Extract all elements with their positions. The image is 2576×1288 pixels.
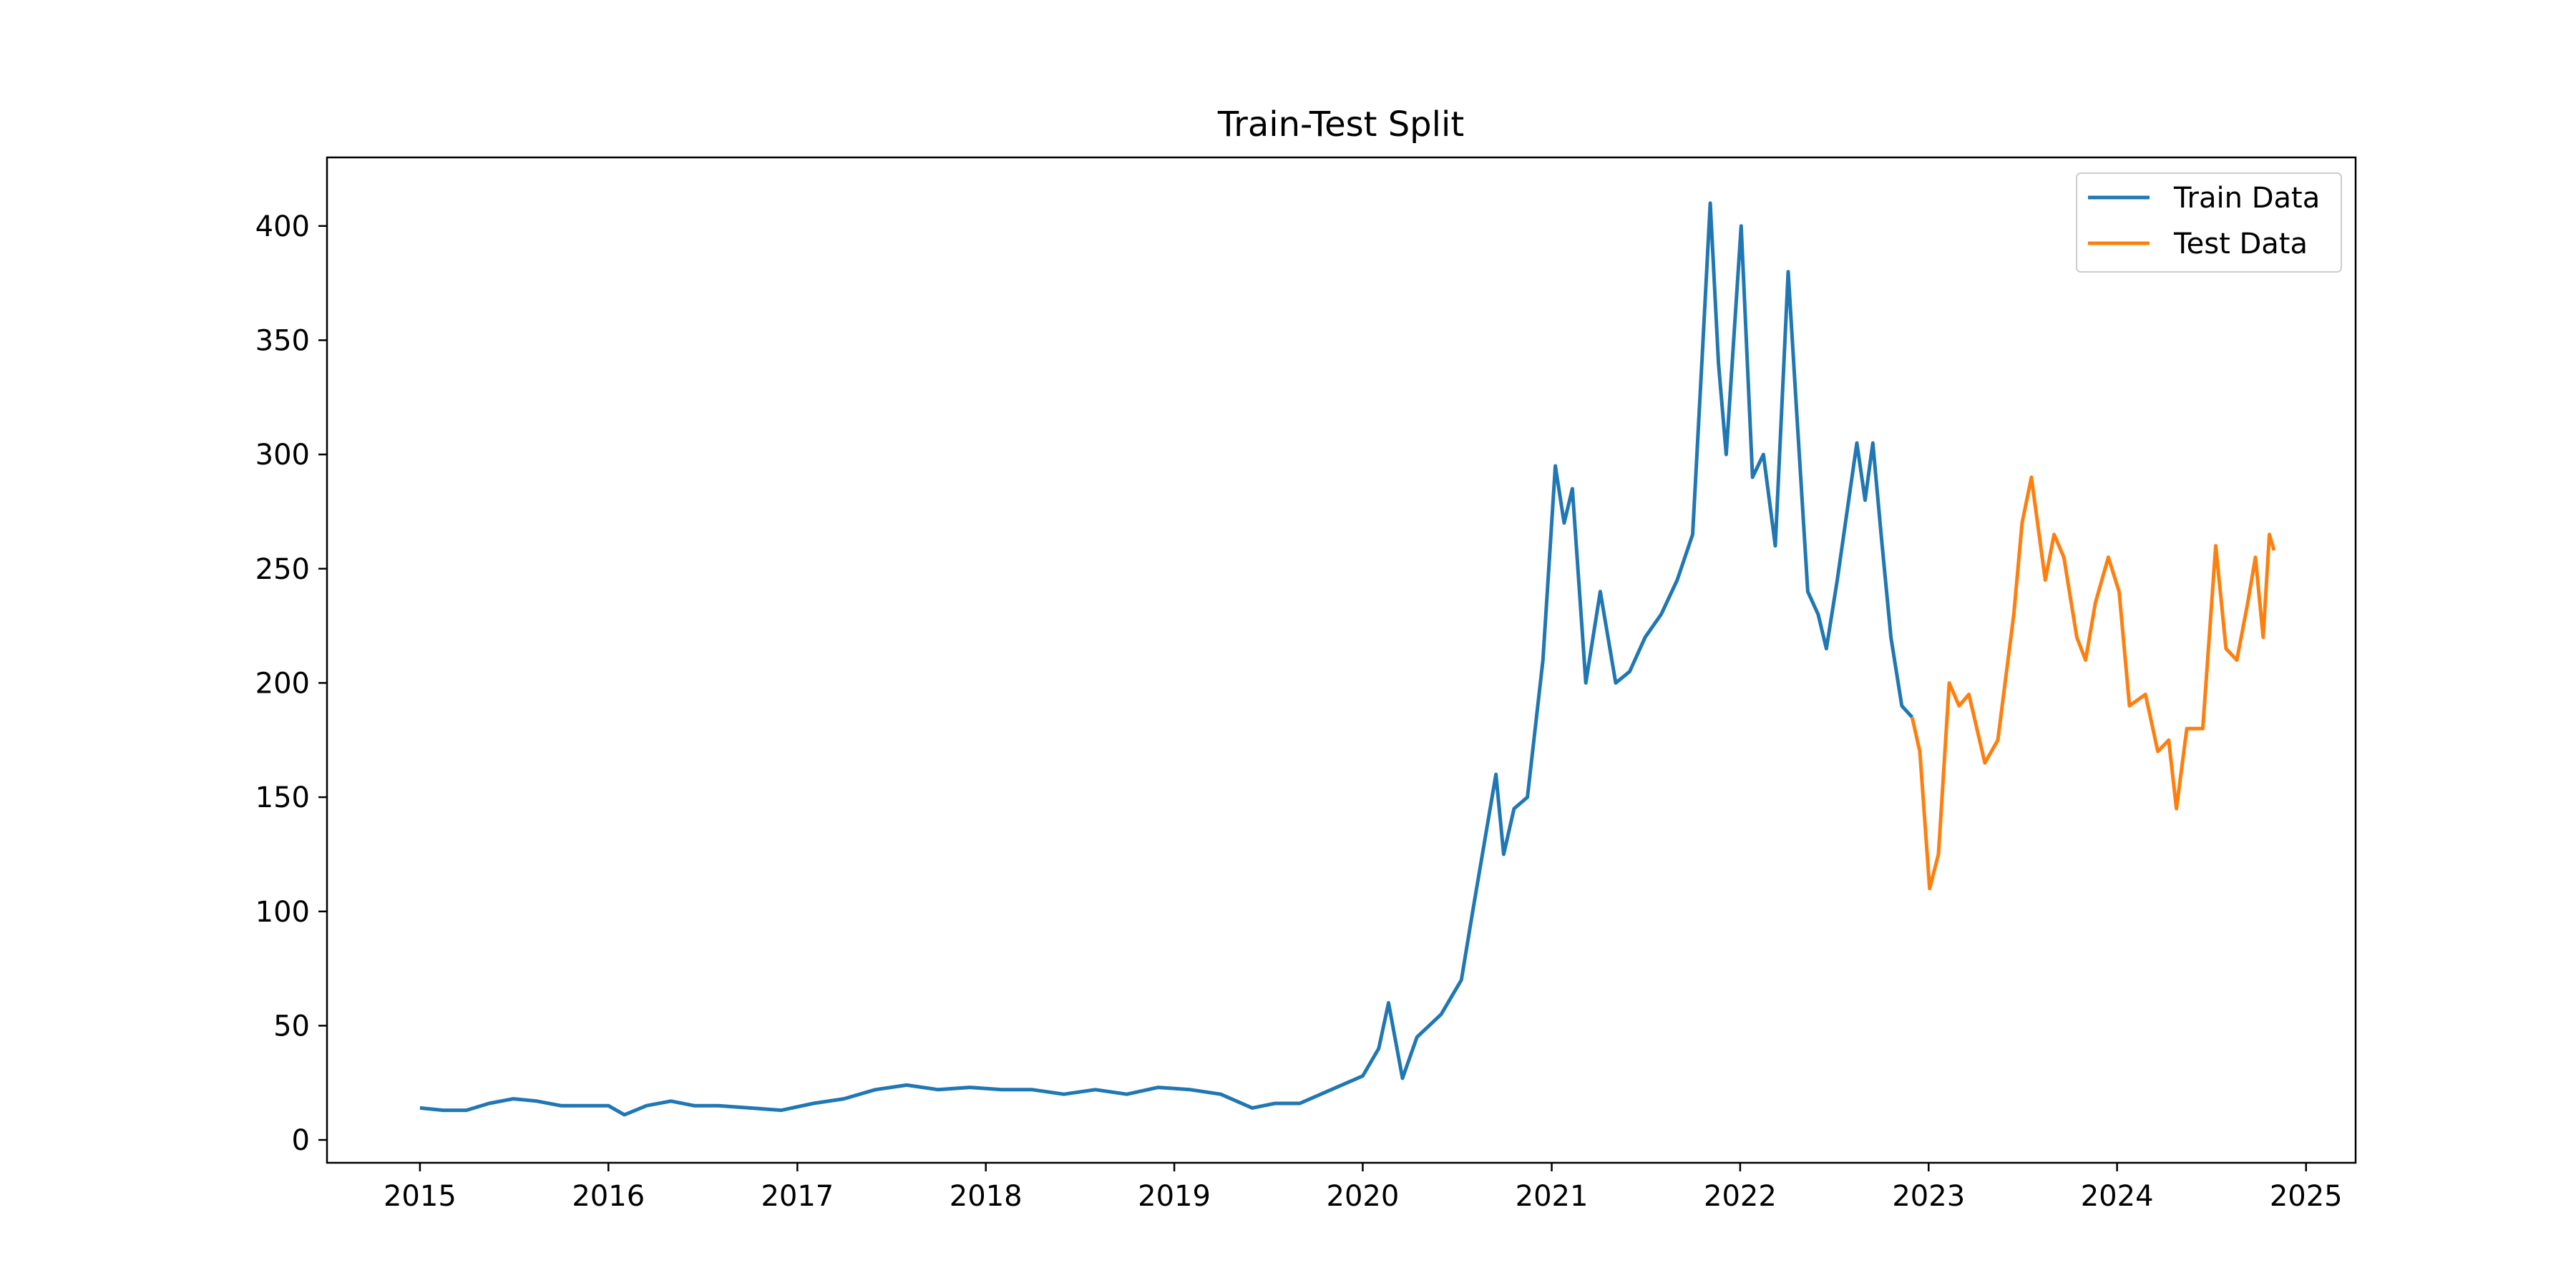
y-tick-label: 200 xyxy=(255,667,310,700)
x-tick-label: 2023 xyxy=(1892,1180,1965,1213)
series-line-train-data xyxy=(419,201,1914,1117)
x-tick-label: 2020 xyxy=(1327,1180,1400,1213)
chart-title: Train-Test Split xyxy=(1217,104,1464,145)
y-tick-label: 400 xyxy=(255,210,310,243)
y-tick-label: 50 xyxy=(273,1010,310,1043)
series-line-test-data xyxy=(1910,475,2276,891)
x-tick-label: 2022 xyxy=(1704,1180,1777,1213)
x-tick-label: 2024 xyxy=(2081,1180,2154,1213)
x-tick-label: 2019 xyxy=(1138,1180,1211,1213)
y-tick-label: 150 xyxy=(255,781,310,814)
legend: Train Data Test Data xyxy=(2076,172,2342,273)
y-tick-label: 100 xyxy=(255,896,310,929)
y-tick-label: 0 xyxy=(292,1124,310,1157)
x-tick-label: 2025 xyxy=(2270,1180,2343,1213)
x-tick-label: 2021 xyxy=(1516,1180,1589,1213)
x-tick-label: 2017 xyxy=(761,1180,834,1213)
x-tick-label: 2016 xyxy=(572,1180,645,1213)
x-axis: 2015 2016 2017 2018 2019 2020 2021 2022 2023 2024… xyxy=(384,1163,2343,1213)
x-tick-label: 2015 xyxy=(384,1180,457,1213)
legend-label-test-data: Test Data xyxy=(2173,228,2308,260)
series-layer xyxy=(419,201,2276,1117)
y-tick-label: 350 xyxy=(255,324,310,357)
y-tick-label: 300 xyxy=(255,439,310,472)
y-tick-label: 250 xyxy=(255,553,310,586)
x-tick-label: 2018 xyxy=(950,1180,1023,1213)
y-axis: 0 50 100 150 200 250 300 350 400 xyxy=(255,210,327,1157)
legend-label-train-data: Train Data xyxy=(2173,182,2320,215)
plot-frame xyxy=(326,156,2357,1164)
